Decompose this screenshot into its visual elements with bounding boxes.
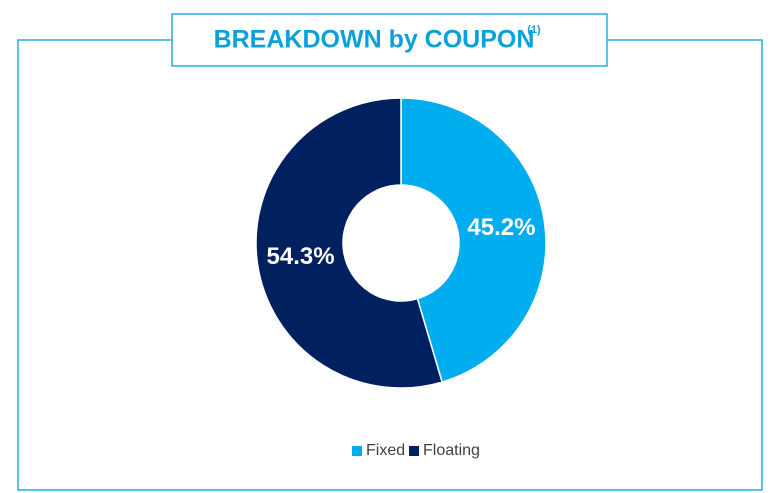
title-note: (1) <box>527 24 541 36</box>
donut-slice <box>255 97 444 389</box>
legend-swatch <box>409 446 419 456</box>
chart-title: BREAKDOWN by COUPON <box>214 26 535 54</box>
legend-label: Floating <box>423 442 480 459</box>
title-box <box>171 13 608 67</box>
legend-label: Fixed <box>366 442 405 459</box>
legend-swatch <box>352 446 362 456</box>
data-label: 45.2% <box>467 214 535 241</box>
data-label: 54.3% <box>267 243 335 270</box>
donut-slice <box>400 97 547 383</box>
